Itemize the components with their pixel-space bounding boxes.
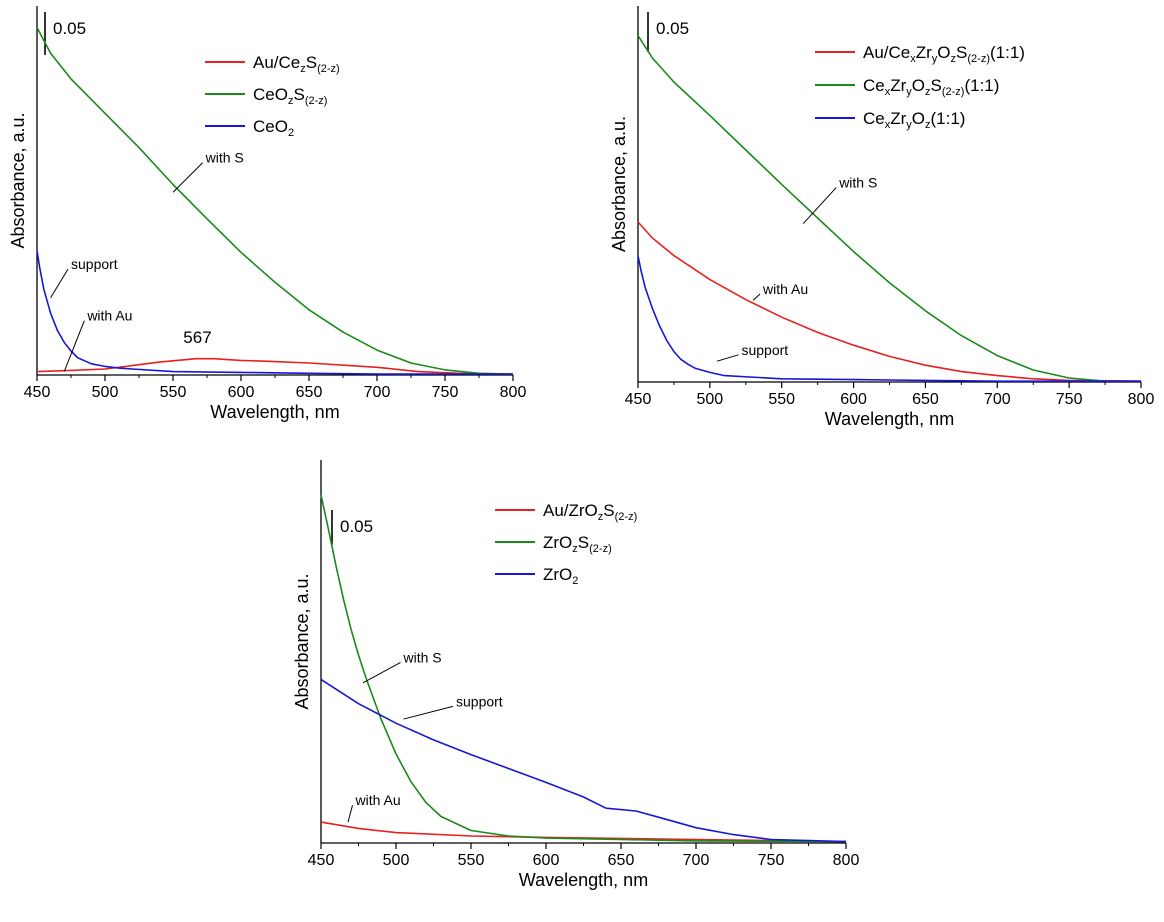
legend-entry-2: CexZryOzS(2-z)(1:1) (863, 76, 999, 98)
annotation-label: with S (838, 175, 877, 191)
annotation-leader (404, 706, 454, 719)
y-axis-title: Absorbance, a.u. (609, 116, 629, 252)
x-tick-label: 650 (608, 852, 635, 869)
x-tick-label: 550 (768, 391, 795, 408)
annotation-leader (173, 163, 203, 192)
x-tick-label: 450 (625, 391, 652, 408)
annotation-label: with S (403, 649, 442, 665)
annotation-label: support (741, 342, 788, 358)
legend-entry-1: Au/CexZryOzS(2-z)(1:1) (863, 43, 1025, 65)
x-tick-label: 600 (228, 384, 255, 401)
x-tick-label: 450 (308, 852, 335, 869)
x-tick-label: 500 (92, 384, 119, 401)
x-tick-label: 500 (697, 391, 724, 408)
chart-panel-1: 450 500 550 600 650 700 750 800 Wavelength, nm Ab… (8, 6, 526, 422)
x-tick-label: 600 (840, 391, 867, 408)
legend-entry-2: CeOzS(2-z) (253, 85, 327, 107)
x-axis-title: Wavelength, nm (825, 409, 954, 429)
x-tick-label: 700 (984, 391, 1011, 408)
x-tick-label: 650 (296, 384, 323, 401)
x-tick-label: 750 (432, 384, 459, 401)
x-axis-title: Wavelength, nm (519, 870, 648, 890)
annotation-leader (717, 355, 738, 361)
peak-label: 567 (183, 328, 211, 347)
y-axis-title: Absorbance, a.u. (292, 573, 312, 709)
annotation-leader (363, 662, 401, 682)
scale-bar-label: 0.05 (53, 19, 86, 38)
x-tick-label: 750 (758, 852, 785, 869)
x-tick-label: 600 (533, 852, 560, 869)
annotation-label: with S (205, 150, 244, 166)
annotation-label: with Au (762, 281, 808, 297)
x-axis-title: Wavelength, nm (210, 402, 339, 422)
legend-entry-3: ZrO2 (543, 565, 578, 587)
legend-entry-3: CexZryOz(1:1) (863, 109, 965, 131)
scale-bar-label: 0.05 (340, 517, 373, 536)
chart-panel-2: 450 500 550 600 650 700 750 800 Wavelength, nm Ab… (609, 6, 1154, 429)
legend-entry-2: ZrOzS(2-z) (543, 533, 612, 555)
x-tick-label: 500 (383, 852, 410, 869)
x-tick-label: 450 (24, 384, 51, 401)
y-axis-title: Absorbance, a.u. (8, 112, 28, 248)
x-tick-label: 800 (500, 384, 527, 401)
x-tick-label: 700 (364, 384, 391, 401)
legend-entry-1: Au/ZrOzS(2-z) (543, 501, 637, 523)
legend-entry-3: CeO2 (253, 117, 294, 139)
x-tick-label: 750 (1056, 391, 1083, 408)
x-tick-label: 550 (160, 384, 187, 401)
annotation-leader (51, 269, 68, 298)
annotation-leader (348, 805, 353, 822)
chart-panel-3: 450 500 550 600 650 700 750 800 Wavelength, nm Ab… (292, 460, 859, 890)
annotation-label: support (71, 256, 118, 272)
x-tick-label: 550 (458, 852, 485, 869)
scale-bar-label: 0.05 (656, 19, 689, 38)
annotation-label: with Au (355, 792, 401, 808)
series-line-3 (638, 256, 1141, 382)
annotation-label: with Au (86, 308, 132, 324)
legend-entry-1: Au/CezS(2-z) (253, 53, 340, 75)
annotation-leader (803, 188, 836, 224)
series-line-1 (638, 222, 1141, 381)
x-tick-label: 800 (1128, 391, 1155, 408)
x-tick-label: 650 (912, 391, 939, 408)
x-tick-label: 700 (683, 852, 710, 869)
annotation-leader (753, 294, 760, 300)
x-tick-label: 800 (833, 852, 860, 869)
annotation-label: support (456, 693, 503, 709)
